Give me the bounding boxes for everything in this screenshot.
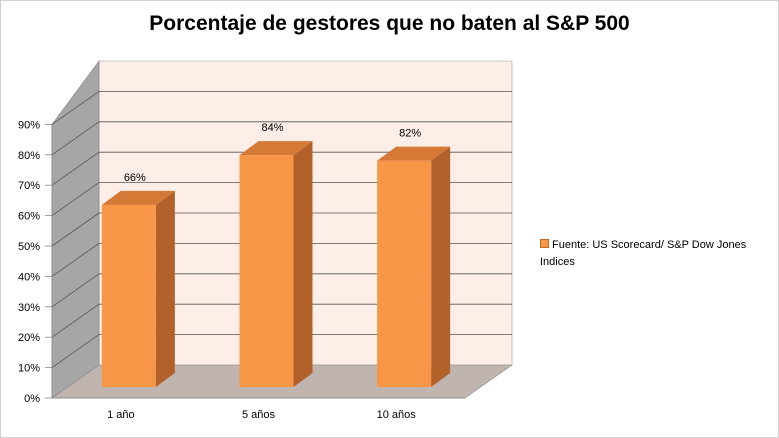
- legend-swatch: [540, 239, 549, 248]
- bar-top: [101, 190, 175, 205]
- data-label: 84%: [261, 122, 283, 134]
- gridline-side: [51, 212, 100, 247]
- y-tick-label: 60%: [18, 211, 40, 223]
- y-tick-label: 0%: [24, 393, 40, 405]
- bar-side: [155, 190, 175, 387]
- y-tick-label: 20%: [18, 332, 40, 344]
- bar: [239, 155, 294, 387]
- y-tick-label: 10%: [18, 363, 40, 375]
- gridline-side: [51, 273, 100, 308]
- data-label: 82%: [399, 128, 421, 140]
- bar-side: [431, 146, 451, 387]
- y-tick-label: 30%: [18, 302, 40, 314]
- y-tick-label: 40%: [18, 271, 40, 283]
- gridline-side: [51, 121, 100, 156]
- gridline-side: [51, 303, 100, 338]
- x-tick-label: 5 años: [242, 409, 276, 421]
- y-tick-label: 80%: [18, 150, 40, 162]
- x-tick-label: 10 años: [377, 409, 417, 421]
- x-tick-label: 1 año: [107, 409, 135, 421]
- gridline-side: [51, 243, 100, 277]
- gridline-side: [51, 334, 100, 368]
- chart-title: Porcentaje de gestores que no baten al S…: [149, 12, 630, 35]
- bar-side: [293, 141, 313, 387]
- data-label: 66%: [124, 172, 146, 184]
- y-tick-label: 50%: [18, 241, 40, 253]
- y-tick-label: 70%: [18, 180, 40, 192]
- bar-top: [239, 141, 313, 156]
- legend: Fuente: US Scorecard/ S&P Dow Jones Indi…: [540, 237, 770, 271]
- gridline-side: [51, 91, 100, 125]
- bar: [101, 204, 156, 387]
- gridline-side: [51, 182, 100, 216]
- legend-label: Fuente: US Scorecard/ S&P Dow Jones Indi…: [540, 239, 747, 268]
- bar: [377, 160, 432, 387]
- y-tick-label: 90%: [18, 119, 40, 131]
- gridline-side: [51, 151, 100, 186]
- bar-top: [377, 146, 451, 161]
